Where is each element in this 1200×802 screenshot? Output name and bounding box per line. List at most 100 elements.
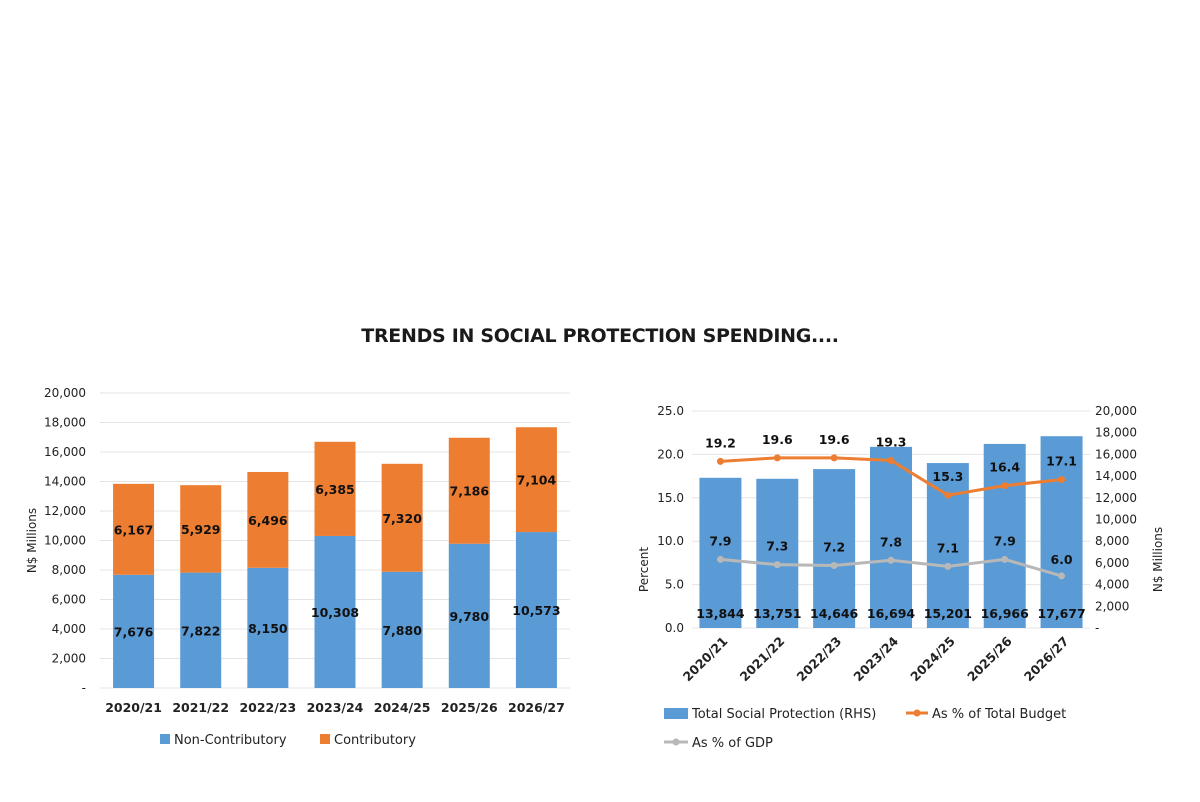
y-tick-label: 4,000 [52, 622, 86, 636]
y-right-tick-label: 8,000 [1095, 534, 1129, 548]
data-label: 6,496 [248, 513, 288, 528]
x-tick-label: 2026/27 [508, 700, 565, 715]
point-pct-gdp [830, 562, 838, 570]
data-label: 15,201 [924, 606, 972, 621]
point-pct-total-budget [944, 491, 952, 499]
y-tick-label: 14,000 [44, 475, 86, 489]
y-right-tick-label: 14,000 [1095, 469, 1137, 483]
data-label: 15.3 [932, 469, 963, 484]
bar-non-contributory [113, 574, 155, 688]
data-label: 9,780 [450, 609, 490, 624]
bar-non-contributory [381, 571, 423, 688]
y-right-tick-label: 2,000 [1095, 599, 1129, 613]
bar-non-contributory [247, 567, 289, 688]
data-label: 7,186 [450, 484, 490, 499]
y-tick-label: 18,000 [44, 416, 86, 430]
point-pct-total-budget [1001, 482, 1009, 490]
data-label: 7,320 [382, 511, 422, 526]
x-tick-label: 2020/21 [680, 634, 731, 685]
bar-non-contributory [314, 535, 356, 688]
data-label: 17,677 [1037, 606, 1085, 621]
data-label: 6,167 [114, 522, 154, 537]
point-pct-gdp [773, 561, 781, 569]
data-label: 6,385 [315, 482, 355, 497]
bar-contributory [113, 483, 155, 575]
bar-total-social-protection [813, 469, 856, 628]
point-pct-gdp [1058, 572, 1066, 580]
page-title: TRENDS IN SOCIAL PROTECTION SPENDING.... [361, 325, 839, 347]
data-label: 7,104 [517, 473, 557, 488]
data-label: 19.3 [876, 434, 907, 449]
x-tick-label: 2024/25 [907, 634, 958, 685]
x-tick-label: 2021/22 [172, 700, 229, 715]
x-tick-label: 2026/27 [1021, 634, 1072, 685]
x-tick-label: 2022/23 [239, 700, 296, 715]
data-label: 17.1 [1046, 454, 1077, 469]
point-pct-total-budget [830, 454, 838, 462]
x-tick-label: 2021/22 [737, 634, 788, 685]
bar-total-social-protection [699, 477, 742, 628]
data-label: 7.2 [823, 540, 845, 555]
y-tick-label: 16,000 [44, 445, 86, 459]
x-tick-label: 2023/24 [850, 633, 901, 684]
line-pct-total-budget [720, 456, 1062, 497]
data-label: 7.1 [937, 540, 959, 555]
x-tick-label: 2020/21 [105, 700, 162, 715]
legend-marker [913, 709, 921, 717]
y-left-tick-label: 10.0 [657, 534, 684, 548]
bar-non-contributory [515, 532, 557, 688]
data-label: 16,694 [867, 606, 916, 621]
point-pct-gdp [944, 562, 952, 570]
x-tick-label: 2025/26 [964, 633, 1015, 684]
y-right-tick-label: - [1095, 621, 1099, 635]
y-right-tick-label: 12,000 [1095, 491, 1137, 505]
data-label: 19.6 [819, 432, 850, 447]
data-label: 7.8 [880, 534, 902, 549]
data-label: 19.2 [705, 435, 736, 450]
legend-label: As % of GDP [692, 736, 773, 751]
data-label: 7.3 [766, 539, 788, 554]
bar-total-social-protection [756, 478, 799, 628]
y-tick-label: 12,000 [44, 504, 86, 518]
point-pct-total-budget [887, 456, 895, 464]
legend-swatch-total-social-protection [664, 708, 688, 719]
point-pct-total-budget [1058, 476, 1066, 484]
bar-contributory [448, 437, 490, 544]
point-pct-gdp [887, 556, 895, 564]
data-label: 14,646 [810, 606, 859, 621]
bar-total-social-protection [983, 443, 1026, 628]
data-label: 7,822 [181, 623, 221, 638]
bar-total-social-protection [926, 463, 969, 628]
stacked-bar-chart: - 2,000 4,000 6,000 8,000 10,000 12,000 14,000 1… [25, 386, 570, 748]
point-pct-total-budget [716, 457, 724, 465]
y-tick-label: 8,000 [52, 563, 86, 577]
point-pct-gdp [1001, 555, 1009, 563]
y-tick-label: 6,000 [52, 593, 86, 607]
legend-label: Contributory [334, 733, 416, 748]
y-right-tick-label: 6,000 [1095, 556, 1129, 570]
y-right-tick-label: 18,000 [1095, 426, 1137, 440]
y-right-tick-label: 10,000 [1095, 513, 1137, 527]
bar-contributory [180, 485, 222, 573]
x-tick-label: 2023/24 [307, 700, 364, 715]
data-label: 10,573 [512, 603, 560, 618]
y-right-tick-label: 16,000 [1095, 447, 1137, 461]
y-left-tick-label: 15.0 [657, 491, 684, 505]
y-left-tick-label: 20.0 [657, 447, 684, 461]
data-label: 16.4 [989, 460, 1020, 475]
y-tick-label: 10,000 [44, 534, 86, 548]
y-tick-label: 2,000 [52, 652, 86, 666]
y-left-tick-label: 5.0 [665, 578, 684, 592]
data-label: 19.6 [762, 432, 793, 447]
data-label: 8,150 [248, 621, 288, 636]
x-tick-label: 2022/23 [794, 634, 845, 685]
y-left-tick-label: 0.0 [665, 621, 684, 635]
data-label: 7,880 [382, 623, 422, 638]
bar-contributory [247, 471, 289, 568]
bar-total-social-protection [870, 446, 912, 628]
data-label: 7.9 [709, 533, 731, 548]
y-tick-label: 20,000 [44, 386, 86, 400]
bar-contributory [515, 427, 557, 533]
x-tick-label: 2025/26 [441, 700, 498, 715]
y-right-axis-label: N$ Millions [1151, 527, 1165, 592]
